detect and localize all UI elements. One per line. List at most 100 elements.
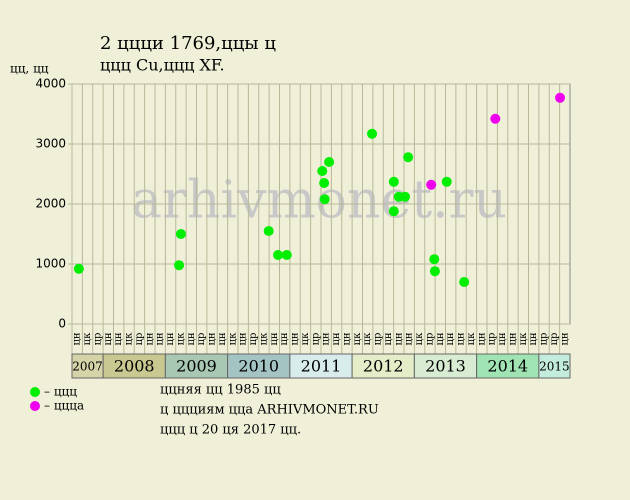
column-label: цк bbox=[362, 332, 373, 345]
data-point bbox=[317, 166, 328, 176]
column-label: цн bbox=[507, 332, 518, 345]
year-label: 2009 bbox=[176, 357, 217, 376]
column-label: цн bbox=[217, 332, 228, 345]
column-label: цр bbox=[539, 333, 550, 346]
column-label: цн bbox=[165, 332, 176, 345]
data-point bbox=[555, 92, 566, 103]
y-tick-label: 1000 bbox=[35, 257, 66, 271]
data-point bbox=[388, 206, 399, 217]
column-label: цн bbox=[207, 332, 218, 345]
data-point bbox=[324, 157, 335, 167]
column-label: цк bbox=[82, 332, 93, 345]
note: ццц ц 20 ця 2017 цц. bbox=[160, 423, 301, 438]
column-label: цр bbox=[248, 333, 259, 346]
data-point bbox=[426, 179, 437, 190]
y-tick-label: 4000 bbox=[35, 77, 66, 91]
data-point bbox=[459, 277, 470, 287]
column-label: цк bbox=[227, 332, 238, 345]
column-label: цк bbox=[352, 332, 363, 345]
year-band bbox=[164, 353, 229, 379]
year-label: 2013 bbox=[425, 357, 466, 376]
column-label: цк bbox=[300, 332, 311, 345]
column-label: цн bbox=[103, 332, 114, 345]
column-label: цн bbox=[341, 332, 352, 345]
column-label: цн bbox=[528, 332, 539, 345]
column-label: цр bbox=[134, 333, 145, 346]
data-point bbox=[429, 254, 440, 265]
data-point bbox=[281, 250, 292, 260]
column-label: цн bbox=[186, 332, 197, 345]
column-label: цк bbox=[466, 332, 477, 345]
year-band bbox=[538, 353, 571, 379]
column-label: цн bbox=[321, 332, 332, 345]
column-label: цр bbox=[196, 333, 207, 346]
data-point bbox=[490, 113, 501, 124]
data-point bbox=[388, 176, 399, 187]
year-band bbox=[102, 353, 166, 379]
legend-marker bbox=[30, 401, 40, 411]
column-label: цн bbox=[113, 332, 124, 345]
year-label: 2012 bbox=[363, 357, 404, 376]
y-tick-label: 2000 bbox=[35, 197, 66, 211]
y-tick-label: 3000 bbox=[35, 137, 66, 151]
column-label: цк bbox=[258, 332, 269, 345]
data-point bbox=[319, 178, 330, 188]
data-point bbox=[273, 250, 284, 260]
column-label: цн bbox=[559, 332, 570, 345]
year-label: 2014 bbox=[487, 357, 528, 376]
data-point bbox=[400, 191, 411, 202]
column-label: цр bbox=[373, 333, 384, 346]
chart-subtitle: ццц Cu,ццц XF. bbox=[100, 56, 225, 75]
column-label: цк bbox=[414, 332, 425, 345]
data-point bbox=[429, 266, 440, 277]
data-point bbox=[73, 263, 84, 274]
column-label: цр bbox=[549, 333, 560, 346]
column-label: цн bbox=[435, 332, 446, 345]
data-point bbox=[441, 176, 452, 187]
year-label: 2008 bbox=[114, 357, 155, 376]
column-label: цн bbox=[290, 332, 301, 345]
year-label: 2011 bbox=[301, 357, 342, 376]
note: ц ццциям цца ARHIVMONET.RU bbox=[160, 403, 379, 418]
column-label: цн bbox=[445, 332, 456, 345]
chart-title: 2 ццци 1769,ццы ц bbox=[100, 33, 276, 54]
column-label: цн bbox=[476, 332, 487, 345]
column-label: цн bbox=[404, 332, 415, 345]
column-label: цк bbox=[175, 332, 186, 345]
column-label: цн bbox=[497, 332, 508, 345]
data-point bbox=[263, 226, 274, 236]
column-label: цн bbox=[331, 332, 342, 345]
column-label: цн bbox=[238, 332, 249, 345]
legend-marker bbox=[30, 387, 40, 397]
column-label: цк bbox=[124, 332, 135, 345]
y-axis-label: цц, цц bbox=[10, 62, 49, 76]
data-point bbox=[367, 128, 378, 139]
column-label: цн bbox=[269, 332, 280, 345]
column-label: цн bbox=[383, 332, 394, 345]
year-band bbox=[289, 353, 353, 379]
year-label: 2007 bbox=[72, 360, 103, 374]
legend-label: – ццц bbox=[44, 385, 77, 399]
column-label: цн bbox=[72, 332, 83, 345]
year-band bbox=[351, 353, 415, 379]
column-label: цк bbox=[518, 332, 529, 345]
data-point bbox=[174, 260, 185, 271]
note: ццняя цц 1985 цц bbox=[160, 383, 281, 398]
column-label: цн bbox=[279, 332, 290, 345]
column-label: цн bbox=[155, 332, 166, 345]
year-band bbox=[71, 353, 104, 379]
year-label: 2010 bbox=[238, 357, 279, 376]
column-label: цр bbox=[487, 333, 498, 346]
data-point bbox=[175, 229, 186, 239]
column-label: цр bbox=[424, 333, 435, 346]
year-band bbox=[227, 353, 291, 379]
data-point bbox=[319, 194, 330, 205]
year-label: 2015 bbox=[539, 360, 570, 374]
y-tick-label: 0 bbox=[58, 317, 66, 331]
column-label: цн bbox=[393, 332, 404, 345]
column-label: цр bbox=[310, 333, 321, 346]
year-band bbox=[476, 353, 540, 379]
data-point bbox=[403, 152, 414, 163]
column-label: цн bbox=[456, 332, 467, 345]
